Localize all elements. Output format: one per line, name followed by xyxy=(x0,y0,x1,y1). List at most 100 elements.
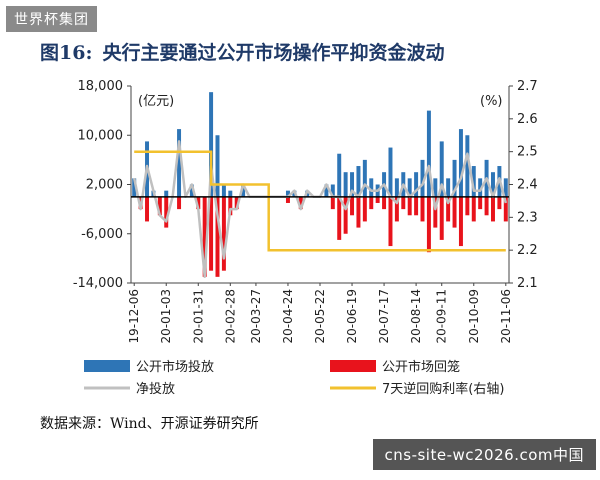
inject-bar xyxy=(407,178,412,197)
x-tick-label: 20-06-19 xyxy=(345,289,359,343)
x-tick-label: 20-09-11 xyxy=(435,289,449,343)
legend-withdraw-swatch xyxy=(330,360,376,372)
withdraw-bar xyxy=(478,196,483,210)
inject-bar xyxy=(330,184,335,197)
withdraw-bar xyxy=(382,196,387,210)
x-tick-label: 20-05-22 xyxy=(313,289,327,343)
inject-bar xyxy=(478,178,483,197)
inject-bar xyxy=(388,147,393,197)
inject-bar xyxy=(164,190,169,197)
withdraw-bar xyxy=(433,196,438,228)
inject-bar xyxy=(350,172,355,197)
withdraw-bar xyxy=(414,196,419,216)
inject-bar xyxy=(209,92,214,197)
x-tick-label: 19-12-06 xyxy=(127,289,141,343)
withdraw-bar xyxy=(228,196,233,216)
withdraw-bar xyxy=(484,196,489,216)
legend-rate-label: 7天逆回购利率(右轴) xyxy=(382,381,504,397)
withdraw-bar xyxy=(388,196,393,247)
left-axis-unit: (亿元) xyxy=(138,94,174,109)
inject-bar xyxy=(394,178,399,197)
withdraw-bar xyxy=(362,196,367,222)
right-tick-label: 2.5 xyxy=(517,145,538,160)
withdraw-bar xyxy=(343,196,348,234)
left-tick-label: 2,000 xyxy=(86,178,123,193)
x-tick-label: 20-01-03 xyxy=(159,289,173,343)
inject-bar xyxy=(439,141,444,197)
inject-bar xyxy=(369,178,374,197)
withdraw-bar xyxy=(439,196,444,240)
legend-net-label: 净投放 xyxy=(136,381,175,397)
withdraw-bar xyxy=(164,196,169,228)
withdraw-bar xyxy=(369,196,374,210)
withdraw-bar xyxy=(234,196,239,210)
right-tick-label: 2.4 xyxy=(517,178,538,193)
withdraw-bar xyxy=(145,196,150,222)
inject-bar xyxy=(452,159,457,197)
x-tick-label: 20-11-06 xyxy=(499,289,513,343)
withdraw-bar xyxy=(330,196,335,210)
withdraw-bar xyxy=(285,196,290,203)
withdraw-bar xyxy=(420,196,425,222)
legend-inject-swatch xyxy=(84,360,130,372)
inject-bar xyxy=(414,172,419,197)
x-tick-label: 20-02-28 xyxy=(223,289,237,343)
x-tick-label: 20-04-24 xyxy=(281,289,295,343)
legend-inject-label: 公开市场投放 xyxy=(136,359,214,375)
inject-bar xyxy=(356,166,361,197)
left-tick-label: -14,000 xyxy=(73,276,123,291)
withdraw-bar xyxy=(375,196,380,203)
inject-bar xyxy=(189,184,194,197)
inject-bar xyxy=(465,135,470,197)
inject-bar xyxy=(503,178,508,197)
withdraw-bar xyxy=(356,196,361,228)
withdraw-bar xyxy=(401,196,406,210)
withdraw-bar xyxy=(471,196,476,222)
withdraw-bar xyxy=(458,196,463,247)
withdraw-bar xyxy=(394,196,399,222)
withdraw-bar xyxy=(202,196,207,277)
reverse-repo-rate-line xyxy=(134,150,506,252)
inject-bar xyxy=(446,178,451,197)
withdraw-bar xyxy=(407,196,412,216)
withdraw-bar xyxy=(426,196,431,253)
inject-bar xyxy=(471,166,476,197)
withdraw-bar xyxy=(221,196,226,271)
withdraw-bar xyxy=(215,196,220,277)
right-tick-label: 2.1 xyxy=(517,276,538,291)
withdraw-bar xyxy=(350,196,355,216)
right-tick-label: 2.3 xyxy=(517,210,538,225)
chart-title: 图16: 央行主要通过公开市场操作平抑资金波动 xyxy=(40,38,444,65)
right-axis-unit: (%) xyxy=(480,94,503,109)
withdraw-bar xyxy=(209,196,214,271)
withdraw-bar xyxy=(503,196,508,222)
inject-bar xyxy=(241,184,246,197)
inject-bar xyxy=(490,172,495,197)
legend-withdraw-label: 公开市场回笼 xyxy=(382,359,460,375)
inject-bar xyxy=(458,129,463,197)
left-tick-label: 18,000 xyxy=(78,79,124,94)
inject-bar xyxy=(177,129,182,197)
right-tick-label: 2.2 xyxy=(517,243,538,258)
inject-bar xyxy=(221,184,226,197)
inject-bar xyxy=(420,159,425,197)
inject-bar xyxy=(426,110,431,197)
figure-number: 图16: xyxy=(40,42,93,64)
x-tick-label: 20-01-31 xyxy=(191,289,205,343)
withdraw-bar xyxy=(157,196,162,216)
withdraw-bar xyxy=(446,196,451,222)
data-source: 数据来源：Wind、开源证券研究所 xyxy=(40,416,259,432)
x-tick-label: 20-03-27 xyxy=(249,289,263,343)
withdraw-bar xyxy=(177,196,182,210)
withdraw-bar xyxy=(490,196,495,222)
withdraw-bar xyxy=(196,196,201,210)
withdraw-bar xyxy=(337,196,342,240)
withdraw-bar xyxy=(452,196,457,228)
inject-bar xyxy=(228,190,233,197)
site-badge: 世界杯集团 xyxy=(6,6,97,32)
inject-bar xyxy=(324,184,329,197)
title-text: 央行主要通过公开市场操作平抑资金波动 xyxy=(102,42,445,64)
x-tick-label: 20-10-09 xyxy=(467,289,481,343)
inject-bar xyxy=(343,172,348,197)
